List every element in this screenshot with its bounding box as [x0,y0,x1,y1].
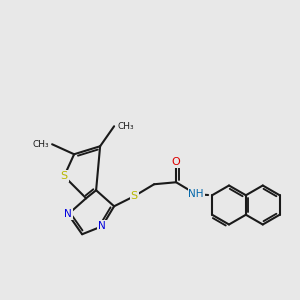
Text: CH₃: CH₃ [32,140,49,149]
Text: N: N [98,221,106,231]
Text: S: S [61,171,68,181]
Text: O: O [172,157,181,167]
Text: N: N [64,209,72,219]
Text: S: S [130,191,138,201]
Text: NH: NH [188,189,204,199]
Text: CH₃: CH₃ [117,122,134,131]
